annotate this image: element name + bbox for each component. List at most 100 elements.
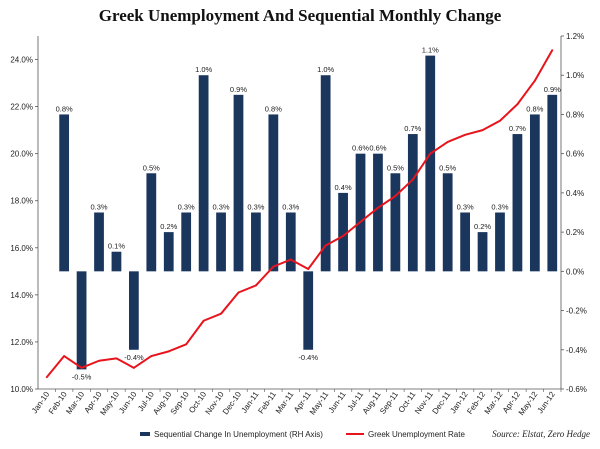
bar-3 bbox=[94, 212, 104, 272]
bar-label-12: 0.3% bbox=[247, 203, 264, 212]
bar-label-23: 0.5% bbox=[439, 163, 456, 172]
bar-label-18: 0.6% bbox=[352, 144, 369, 153]
bar-19 bbox=[373, 153, 383, 272]
x-tick-label-28: May-12 bbox=[517, 390, 540, 417]
bar-26 bbox=[495, 212, 505, 272]
bar-label-27: 0.7% bbox=[509, 124, 526, 133]
line-point-24 bbox=[464, 133, 467, 136]
legend: Sequential Change In Unemployment (RH Ax… bbox=[140, 429, 590, 439]
legend-bar-swatch bbox=[140, 432, 150, 436]
right-tick-label-8: 1.0% bbox=[566, 71, 584, 80]
line-point-23 bbox=[446, 141, 449, 143]
x-tick-label-17: Jun-11 bbox=[327, 390, 348, 415]
bar-label-25: 0.2% bbox=[474, 222, 491, 231]
x-tick-label-20: Sep-11 bbox=[378, 390, 400, 416]
line-point-28 bbox=[533, 79, 536, 82]
bar-label-1: 0.8% bbox=[56, 104, 73, 113]
bar-27 bbox=[512, 134, 523, 272]
bar-label-24: 0.3% bbox=[457, 203, 474, 212]
bar-25 bbox=[477, 232, 488, 272]
chart-title: Greek Unemployment And Sequential Monthl… bbox=[99, 6, 502, 25]
bar-16 bbox=[320, 75, 331, 272]
bar-label-14: 0.3% bbox=[282, 203, 299, 212]
bar-label-20: 0.5% bbox=[387, 163, 404, 172]
line-point-1 bbox=[63, 355, 66, 357]
bar-28 bbox=[529, 114, 540, 272]
left-tick-label-5: 20.0% bbox=[10, 150, 33, 159]
left-tick-label-1: 12.0% bbox=[10, 338, 33, 347]
line-point-16 bbox=[324, 244, 327, 247]
line-point-21 bbox=[411, 178, 414, 181]
line-point-25 bbox=[481, 129, 484, 132]
x-tick-label-26: Mar-12 bbox=[483, 390, 505, 416]
line-point-7 bbox=[167, 350, 170, 353]
line-point-9 bbox=[202, 319, 205, 322]
bar-10 bbox=[216, 212, 226, 272]
bar-label-16: 1.0% bbox=[317, 65, 334, 74]
line-point-5 bbox=[132, 366, 135, 369]
bar-label-2: -0.5% bbox=[72, 372, 92, 381]
bar-11 bbox=[233, 94, 244, 272]
bar-22 bbox=[425, 55, 436, 272]
right-tick-label-5: 0.4% bbox=[566, 189, 584, 198]
x-tick-label-4: May-10 bbox=[98, 390, 121, 417]
line-point-15 bbox=[307, 268, 310, 270]
line-point-17 bbox=[342, 235, 344, 237]
right-tick-label-3: 0.0% bbox=[566, 267, 584, 276]
line-point-20 bbox=[394, 195, 397, 197]
bar-17 bbox=[338, 192, 348, 272]
bar-7 bbox=[163, 232, 174, 272]
right-tick-label-4: 0.2% bbox=[566, 228, 584, 237]
bar-12 bbox=[251, 212, 261, 272]
line-point-13 bbox=[272, 265, 275, 268]
bar-20 bbox=[390, 173, 401, 272]
bar-label-6: 0.5% bbox=[143, 163, 160, 172]
bar-21 bbox=[407, 134, 418, 272]
left-tick-label-6: 22.0% bbox=[10, 103, 33, 112]
bar-5 bbox=[129, 271, 139, 350]
bar-label-10: 0.3% bbox=[212, 203, 229, 212]
line-point-0 bbox=[45, 376, 48, 379]
bars-layer bbox=[59, 55, 558, 370]
bar-18 bbox=[355, 153, 366, 272]
line-layer bbox=[45, 49, 554, 379]
line-point-14 bbox=[289, 258, 292, 261]
bar-label-26: 0.3% bbox=[491, 203, 508, 212]
source-note: Source: Elstat, Zero Hedge bbox=[492, 429, 590, 439]
bar-14 bbox=[285, 212, 296, 272]
bar-1 bbox=[59, 114, 70, 272]
bar-label-15: -0.4% bbox=[298, 353, 318, 362]
bar-8 bbox=[181, 212, 192, 272]
line-point-10 bbox=[220, 312, 222, 315]
right-tick-label-2: -0.2% bbox=[566, 307, 587, 316]
line-point-22 bbox=[429, 152, 432, 155]
line-point-12 bbox=[255, 284, 257, 287]
line-point-27 bbox=[516, 103, 519, 106]
bar-13 bbox=[268, 114, 279, 272]
line-point-29 bbox=[551, 49, 554, 52]
bar-label-22: 1.1% bbox=[422, 46, 439, 55]
bar-2 bbox=[76, 271, 87, 370]
legend-bar-label: Sequential Change In Unemployment (RH Ax… bbox=[154, 430, 323, 439]
bar-label-5: -0.4% bbox=[124, 353, 144, 362]
bar-label-7: 0.2% bbox=[160, 222, 177, 231]
right-tick-label-7: 0.8% bbox=[566, 110, 584, 119]
bar-9 bbox=[198, 75, 209, 272]
left-tick-label-3: 16.0% bbox=[10, 244, 33, 253]
right-tick-label-0: -0.6% bbox=[566, 385, 587, 394]
left-tick-label-7: 24.0% bbox=[10, 56, 33, 65]
left-tick-label-4: 18.0% bbox=[10, 197, 33, 206]
bar-29 bbox=[547, 94, 558, 272]
bar-4 bbox=[111, 251, 122, 272]
x-tick-label-2: Mar-10 bbox=[64, 390, 86, 416]
bar-label-4: 0.1% bbox=[108, 242, 125, 251]
bar-label-13: 0.8% bbox=[265, 104, 282, 113]
left-tick-label-2: 14.0% bbox=[10, 291, 33, 300]
line-point-26 bbox=[499, 119, 501, 122]
line-point-4 bbox=[115, 357, 118, 360]
bar-15 bbox=[303, 271, 314, 350]
bar-label-19: 0.6% bbox=[369, 144, 386, 153]
bar-6 bbox=[146, 173, 157, 272]
bar-label-9: 1.0% bbox=[195, 65, 212, 74]
